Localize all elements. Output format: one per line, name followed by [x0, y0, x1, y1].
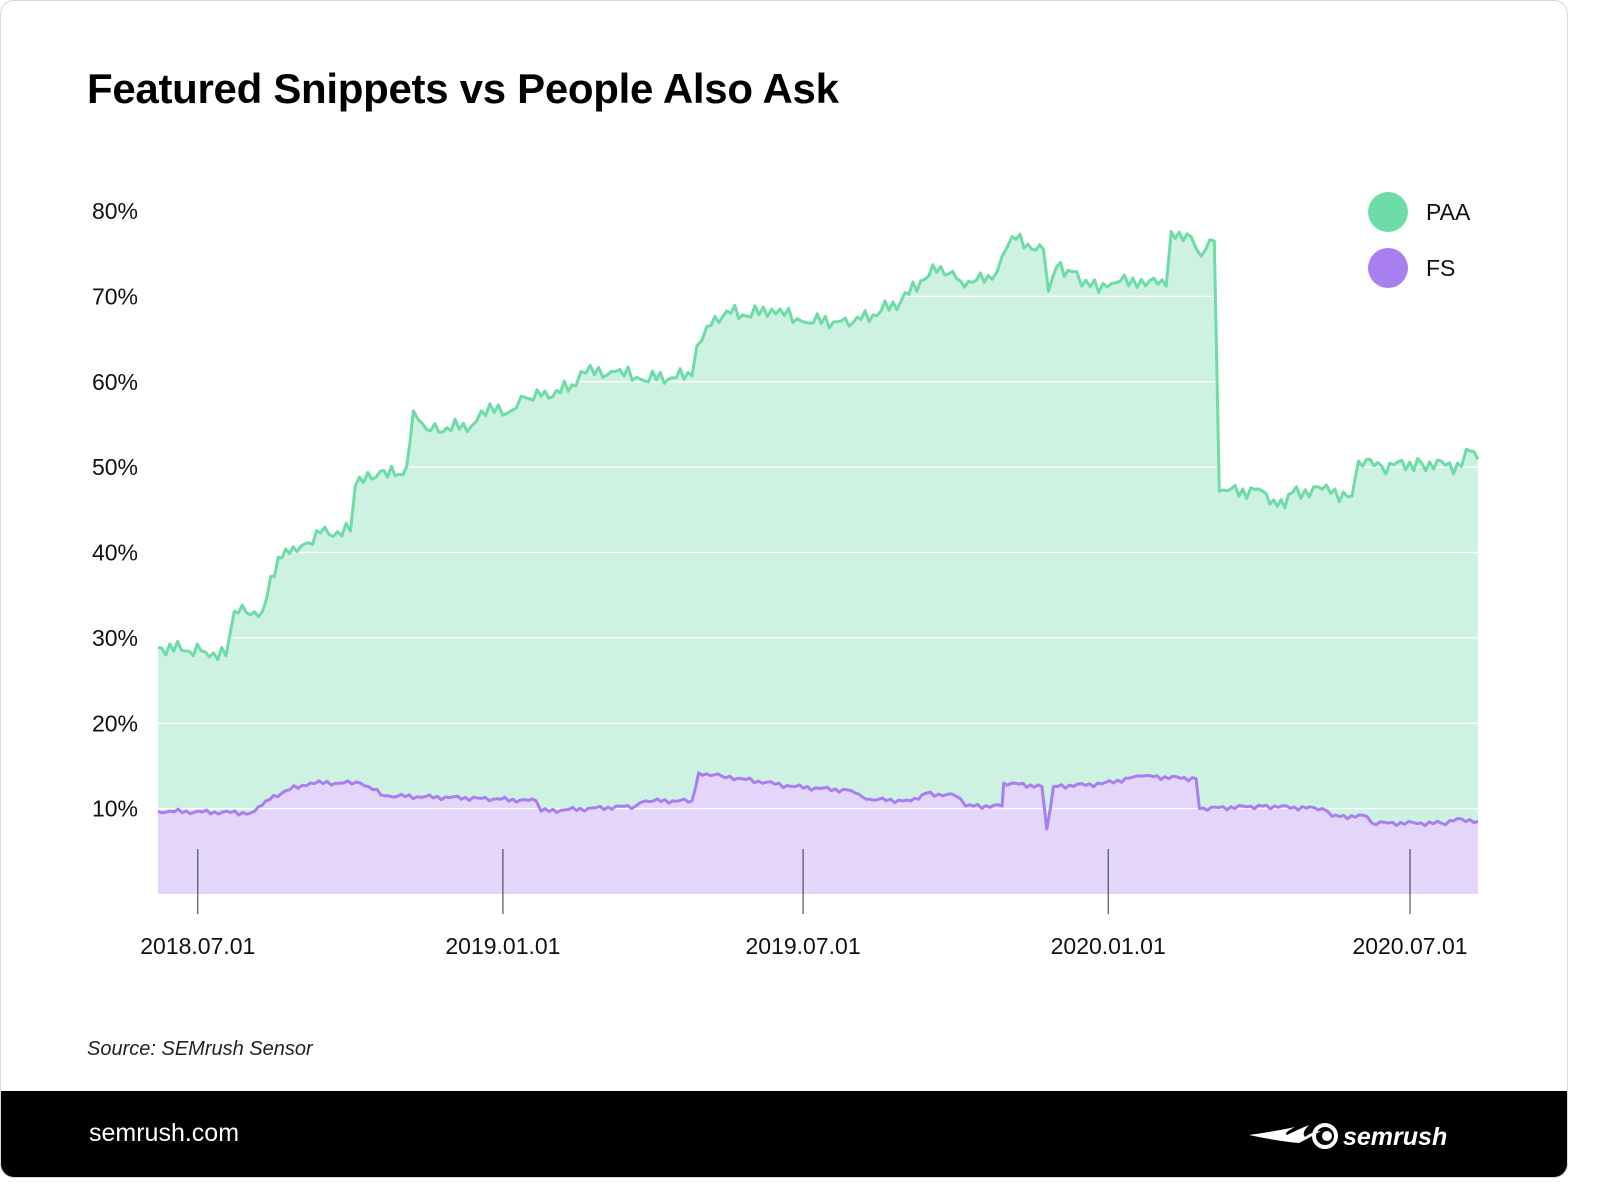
y-tick-label: 40% — [92, 540, 138, 566]
y-tick-label: 80% — [92, 198, 138, 224]
y-tick-label: 30% — [92, 625, 138, 651]
legend-swatch-paa — [1368, 192, 1408, 232]
x-tick-label: 2020.07.01 — [1352, 933, 1467, 959]
legend: PAA FS — [1368, 192, 1471, 288]
fs-area — [158, 772, 1478, 894]
x-tick-label: 2018.07.01 — [140, 933, 255, 959]
x-tick-label: 2019.01.01 — [445, 933, 560, 959]
y-tick-label: 10% — [92, 796, 138, 822]
y-tick-label: 70% — [92, 283, 138, 309]
x-tick-label: 2020.01.01 — [1051, 933, 1166, 959]
chart-title: Featured Snippets vs People Also Ask — [87, 65, 839, 112]
semrush-logo: semrush — [1249, 1123, 1447, 1151]
legend-label-fs: FS — [1426, 255, 1455, 281]
x-tick-label: 2019.07.01 — [746, 933, 861, 959]
fs-line — [157, 771, 1479, 831]
area-chart: 10% 20% 30% 40% 50% 60% 70% 80% 2018.07.01 2019.… — [92, 192, 1480, 959]
footer: semrush.com semrush — [1, 1091, 1567, 1177]
site-url[interactable]: semrush.com — [89, 1119, 240, 1147]
y-tick-label: 50% — [92, 454, 138, 480]
y-tick-label: 20% — [92, 710, 138, 736]
y-tick-label: 60% — [92, 369, 138, 395]
paa-area — [158, 231, 1478, 894]
chart-card: Featured Snippets vs People Also Ask 10%… — [0, 0, 1568, 1178]
paa-line — [157, 230, 1480, 662]
legend-label-paa: PAA — [1426, 199, 1471, 225]
legend-swatch-fs — [1368, 248, 1408, 288]
source-note: Source: SEMrush Sensor — [87, 1038, 313, 1060]
svg-text:semrush: semrush — [1343, 1123, 1447, 1151]
